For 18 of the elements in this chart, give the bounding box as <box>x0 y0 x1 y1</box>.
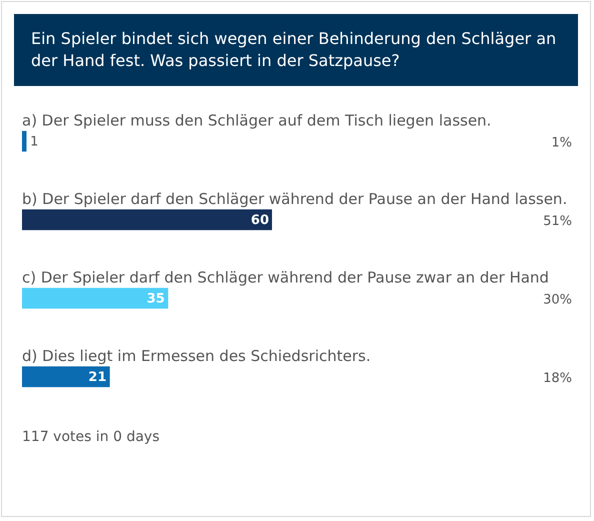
text: 117 votes in 0 days <box>22 428 160 446</box>
y-tick-label: b) Der Spieler darf den Schläger während der Pause an der Hand lassen. <box>22 190 568 208</box>
bar <box>22 366 110 388</box>
text: 18% <box>543 371 572 386</box>
data-label: 60 <box>250 213 269 228</box>
bar <box>22 130 26 152</box>
y-tick-label: c) Der Spieler darf den Schläger während der Pause zwar an der Hand <box>22 268 549 286</box>
data-label: 35 <box>146 292 165 307</box>
data-label: 1 <box>30 134 38 150</box>
bar <box>22 288 168 309</box>
text: 30% <box>543 292 572 308</box>
y-tick-label: a) Der Spieler muss den Schläger auf dem Tisch liegen lassen. <box>22 111 492 130</box>
chart-title: Ein Spieler bindet sich wegen einer Behinderung den Schläger an der Hand fest. Was passiert in der Satzpause? <box>14 14 578 86</box>
bar <box>22 209 272 230</box>
text: 1% <box>551 136 572 151</box>
y-tick-label: d) Dies liegt im Ermessen des Schiedsrichters. <box>22 346 371 365</box>
text: 51% <box>543 214 572 230</box>
data-label: 21 <box>88 370 106 386</box>
